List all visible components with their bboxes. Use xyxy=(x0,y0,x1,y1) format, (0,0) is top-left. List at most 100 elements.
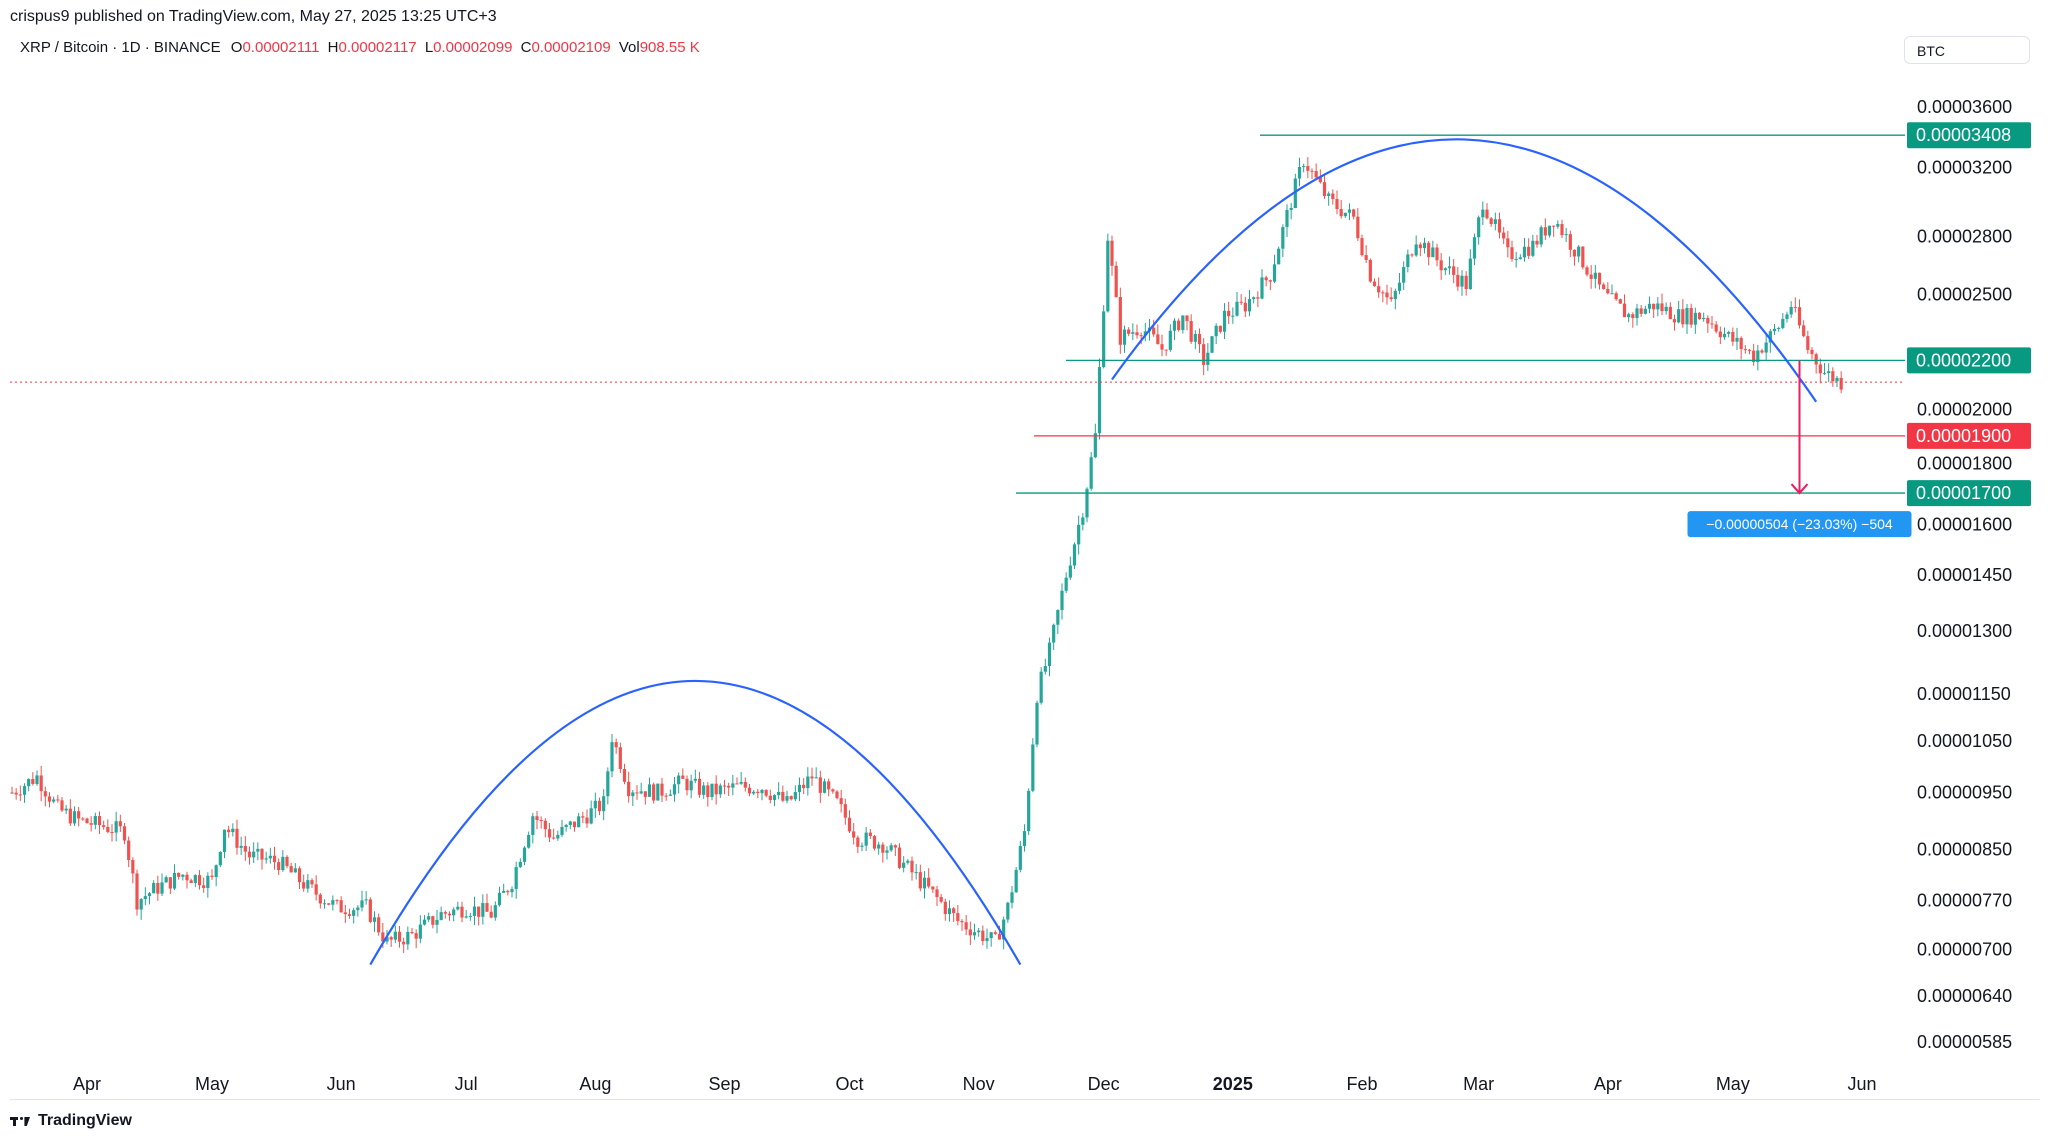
candle-body xyxy=(143,896,147,900)
candle-body xyxy=(506,890,510,893)
y-tick-label: 0.00000700 xyxy=(1917,940,2012,960)
close-label: C xyxy=(520,39,532,56)
candle-body xyxy=(597,800,602,812)
candle-body xyxy=(735,783,739,785)
candle-body xyxy=(285,856,289,867)
candle-body xyxy=(714,783,718,795)
y-tick-label: 0.00000950 xyxy=(1917,783,2012,803)
candle-body xyxy=(156,882,160,894)
candle-body xyxy=(493,905,497,918)
level-price-label: 0.00002200 xyxy=(1916,350,2011,370)
candle-body xyxy=(1114,265,1118,298)
candle-body xyxy=(577,816,581,828)
candle-body xyxy=(1535,240,1539,245)
candle-body xyxy=(527,834,531,848)
y-tick-label: 0.00001150 xyxy=(1917,684,2011,704)
close-value: 0.00002109 xyxy=(531,39,611,56)
candle-body xyxy=(1802,325,1806,337)
candle-body xyxy=(1618,299,1622,304)
x-tick-label: Sep xyxy=(708,1074,740,1094)
candle-body xyxy=(135,873,139,910)
candle-body xyxy=(1214,325,1218,337)
candle-body xyxy=(1018,845,1022,870)
candle-body xyxy=(1752,350,1756,363)
candle-body xyxy=(1485,209,1489,219)
candle-body xyxy=(302,882,306,889)
tradingview-footer[interactable]: TradingView xyxy=(10,1112,132,1130)
candle-body xyxy=(1468,258,1472,290)
candle-body xyxy=(731,783,735,788)
candle-body xyxy=(27,779,31,787)
candle-body xyxy=(1252,297,1256,300)
candle-body xyxy=(139,899,143,910)
candle-body xyxy=(1102,311,1106,368)
candle-body xyxy=(581,816,585,818)
candle-body xyxy=(1385,292,1389,298)
y-tick-label: 0.00000640 xyxy=(1917,986,2012,1006)
candle-body xyxy=(1410,254,1414,256)
candle-body xyxy=(927,877,931,887)
candle-body xyxy=(118,821,122,827)
candle-body xyxy=(1047,642,1052,667)
candle-body xyxy=(1727,332,1731,334)
candle-body xyxy=(468,915,472,917)
candle-body xyxy=(1693,312,1697,325)
symbol-label[interactable]: XRP / Bitcoin · 1D · BINANCE xyxy=(20,39,221,56)
candle-body xyxy=(264,858,268,860)
candle-body xyxy=(1218,325,1222,332)
y-tick-label: 0.00000585 xyxy=(1917,1032,2012,1052)
candle-body xyxy=(1377,286,1381,293)
candle-body xyxy=(114,821,118,833)
candle-body xyxy=(18,794,22,796)
candle-body xyxy=(614,742,618,748)
candle-body xyxy=(1268,280,1272,282)
candle-body xyxy=(772,795,777,800)
candle-body xyxy=(1097,367,1102,434)
candle-body xyxy=(1518,257,1522,259)
candle-body xyxy=(668,794,672,796)
level-price-label: 0.00001900 xyxy=(1916,426,2011,446)
candle-body xyxy=(10,792,14,794)
candle-body xyxy=(110,832,114,834)
candle-body xyxy=(1210,336,1214,353)
candle-body xyxy=(756,791,760,794)
candle-body xyxy=(622,769,627,782)
candle-body xyxy=(843,804,847,818)
candle-body xyxy=(718,785,722,795)
candle-body xyxy=(1222,310,1227,332)
candle-body xyxy=(822,781,827,793)
rounding-top-arc-left xyxy=(369,680,1022,966)
high-label: H xyxy=(327,39,339,56)
candle-body xyxy=(1643,308,1647,314)
candle-body xyxy=(31,779,35,784)
candle-body xyxy=(356,907,360,911)
candle-body xyxy=(1564,234,1568,236)
candle-body xyxy=(864,832,868,846)
candle-body xyxy=(943,901,947,915)
candle-body xyxy=(1581,246,1585,268)
candle-body xyxy=(1122,329,1127,345)
x-tick-label: Dec xyxy=(1088,1074,1120,1094)
candle-body xyxy=(1443,268,1447,271)
candle-body xyxy=(947,908,952,915)
candle-body xyxy=(1464,275,1468,290)
candle-body xyxy=(852,831,856,838)
candle-body xyxy=(1839,377,1843,390)
high-value: 0.00002117 xyxy=(338,39,417,56)
candle-body xyxy=(1089,457,1093,489)
currency-button[interactable]: BTC xyxy=(1904,36,2030,64)
candle-body xyxy=(131,859,135,874)
candle-body xyxy=(222,829,227,852)
candle-body xyxy=(1660,303,1664,312)
open-value: 0.00002111 xyxy=(242,39,320,56)
candle-body xyxy=(97,816,102,826)
candle-body xyxy=(518,861,522,868)
candle-body xyxy=(1181,315,1185,331)
level-price-tag xyxy=(1907,122,2031,149)
candle-body xyxy=(1639,308,1643,314)
candle-body xyxy=(360,900,364,908)
candle-body xyxy=(1427,242,1431,258)
candle-body xyxy=(1768,331,1772,343)
candle-body xyxy=(1022,831,1027,846)
